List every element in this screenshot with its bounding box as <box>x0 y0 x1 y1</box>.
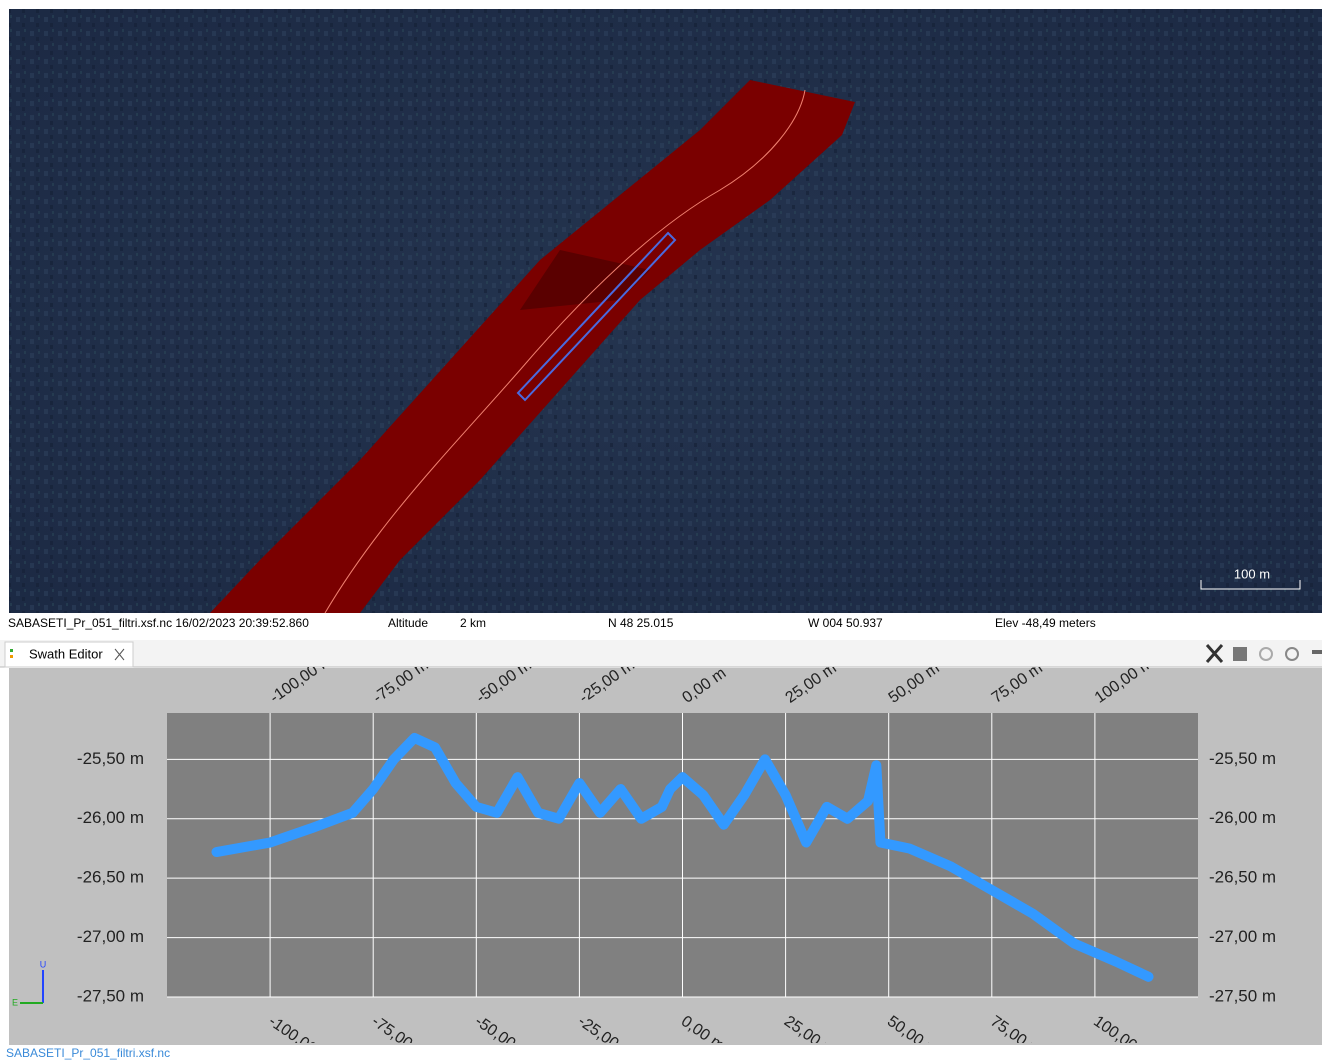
y2-tick-label: -26,00 m <box>1209 808 1276 827</box>
minimize-icon[interactable] <box>1312 650 1322 654</box>
y2-tick-label: -26,50 m <box>1209 868 1276 887</box>
status-altitude: 2 km <box>460 616 486 630</box>
footer-file: SABASETI_Pr_051_filtri.xsf.nc <box>6 1046 170 1060</box>
app-window: 100 m SABASETI_Pr_051_filtri.xsf.nc 16/0… <box>0 0 1322 1061</box>
status-file: SABASETI_Pr_051_filtri.xsf.nc 16/02/2023… <box>8 616 309 630</box>
tab[interactable]: Swath Editor <box>5 642 133 667</box>
y2-tick-label: -27,00 m <box>1209 927 1276 946</box>
axis-icon-east-label: E <box>12 997 18 1007</box>
y2-tick-label: -27,50 m <box>1209 986 1276 1005</box>
page: 100 m SABASETI_Pr_051_filtri.xsf.nc 16/0… <box>0 0 1322 1061</box>
y-tick-label: -26,50 m <box>77 868 144 887</box>
y2-tick-label: -25,50 m <box>1209 749 1276 768</box>
axis-icon-up-label: U <box>40 959 47 969</box>
y-tick-label: -27,00 m <box>77 927 144 946</box>
status-altitude-label: Altitude <box>388 616 428 630</box>
status-elev: Elev -48,49 meters <box>995 616 1096 630</box>
y-tick-label: -25,50 m <box>77 749 144 768</box>
tab-icon <box>10 649 13 652</box>
save-icon[interactable] <box>1233 647 1247 661</box>
y-tick-label: -26,00 m <box>77 808 144 827</box>
tab-icon <box>10 655 13 658</box>
y-tick-label: -27,50 m <box>77 986 144 1005</box>
map-texture <box>9 9 1322 613</box>
status-lat: N 48 25.015 <box>608 616 674 630</box>
tab-bar <box>0 640 1322 667</box>
map-view[interactable]: 100 m <box>9 9 1322 613</box>
scale-label: 100 m <box>1234 566 1270 581</box>
status-lon: W 004 50.937 <box>808 616 883 630</box>
status-bar: SABASETI_Pr_051_filtri.xsf.nc 16/02/2023… <box>8 616 1096 630</box>
tab-title: Swath Editor <box>29 646 103 661</box>
